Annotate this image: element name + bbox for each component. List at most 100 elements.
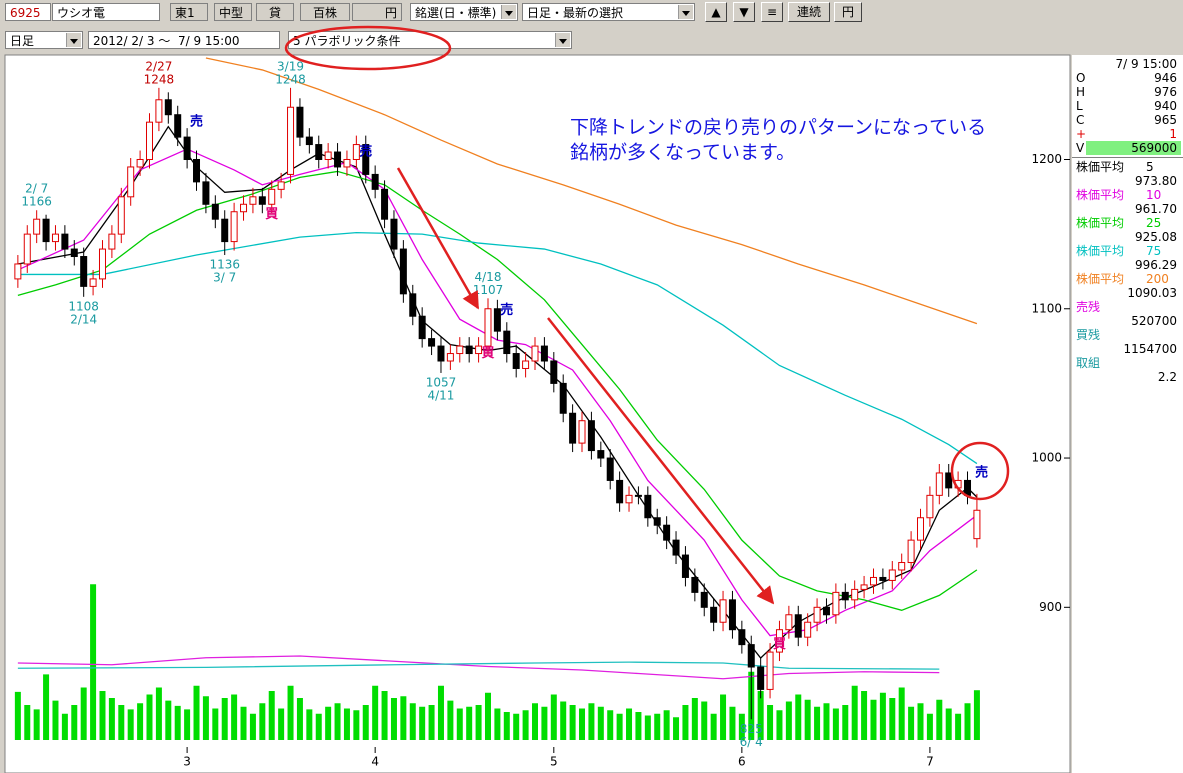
volume-bar [738, 713, 745, 740]
volume-highlight [1086, 141, 1181, 155]
info-panel: 7/ 9 15:00 O 946 H 976 L 940 C 965 +1 V 569000 株価平均 5… [1072, 55, 1183, 773]
signal-label: 売 [359, 144, 372, 160]
screen: 銘選(日・標準) [415, 6, 497, 20]
volume-bar [626, 708, 633, 740]
volume-bar [372, 685, 379, 740]
candle-body [446, 353, 454, 362]
margin-label: 買残 [1076, 328, 1101, 342]
candle-body [484, 308, 492, 347]
code-field[interactable]: 6925 [5, 3, 51, 21]
volume-bar [635, 712, 642, 740]
candle-body [907, 539, 915, 564]
volume-bar [108, 698, 115, 740]
candle-body [813, 606, 821, 623]
candle-body [352, 144, 360, 160]
volume-bar [428, 705, 435, 740]
candle-body [315, 144, 323, 160]
extreme-value: 1057 [426, 375, 457, 389]
y-tick-label: 1000 [1031, 451, 1062, 465]
legend-name: 株価平均 [1076, 244, 1125, 258]
extreme-date: 6/ 4 [740, 735, 763, 749]
candle-body [202, 181, 210, 205]
selection-select[interactable]: 日足・最新の選択 [522, 3, 695, 21]
extreme-date: 3/ 7 [213, 271, 236, 285]
margin-value: 2.2 [1157, 370, 1177, 384]
volume-bar [964, 703, 971, 740]
unit: 百株 [300, 3, 350, 21]
period: 日足 [10, 34, 35, 48]
volume-bar [343, 708, 350, 740]
candle-body [898, 562, 906, 571]
legend-period: 5 [1146, 160, 1154, 174]
period-select[interactable]: 日足 [5, 31, 83, 49]
candle-body [362, 144, 370, 175]
candle-body [89, 278, 97, 287]
candle-body [616, 479, 624, 504]
name-field[interactable]: ウシオ電 [52, 3, 160, 21]
volume-bar [898, 687, 905, 740]
quote-label: V [1076, 141, 1085, 155]
candle-body [211, 203, 219, 220]
volume-bar [155, 687, 162, 740]
candle-body [625, 494, 633, 504]
volume-bar [137, 703, 144, 740]
volume-bar [475, 705, 482, 740]
size: 中型 [214, 3, 252, 21]
extreme-date: 3/19 [277, 59, 304, 73]
candle-body [249, 196, 257, 205]
signal-label: 売 [190, 114, 203, 130]
candle-body [287, 106, 295, 175]
volume-bar [231, 694, 238, 740]
candle-body [305, 136, 313, 146]
menu-button[interactable]: ≡ [761, 2, 783, 22]
margin-value: 1154700 [1123, 342, 1177, 356]
candle-body [51, 233, 59, 243]
volume-bar [644, 715, 651, 740]
margin: 貸 [256, 3, 294, 21]
down-button[interactable]: ▼ [733, 2, 755, 22]
volume-bar [14, 691, 21, 740]
signal-label: 売 [500, 302, 513, 318]
legend-value: 961.70 [1135, 202, 1177, 216]
candle-body [550, 360, 558, 384]
up-button[interactable]: ▲ [705, 2, 727, 22]
volume-bar [315, 713, 322, 740]
continuous-button[interactable]: 連続 [788, 2, 830, 22]
moving-average-line [17, 148, 978, 637]
volume-bar [390, 698, 397, 740]
volume-bar [240, 706, 247, 740]
volume-bar [212, 708, 219, 740]
extreme-value: 1166 [21, 195, 52, 209]
currency: 円 [352, 3, 402, 21]
legend-value: 925.08 [1135, 230, 1177, 244]
candle-body [945, 472, 953, 489]
candle-body [804, 621, 812, 638]
volume-bar [785, 701, 792, 740]
volume-bar [146, 694, 153, 740]
screen-select[interactable]: 銘選(日・標準) [410, 3, 518, 21]
extreme-date: 2/ 7 [25, 182, 48, 196]
yen-button[interactable]: 円 [834, 2, 862, 22]
volume-bar [682, 705, 689, 740]
volume-bar [776, 710, 783, 740]
volume-bar [522, 710, 529, 740]
candle-body [964, 479, 972, 496]
signal-label: 売 [975, 464, 988, 480]
condition-select[interactable]: 5 パラボリック条件 [288, 31, 572, 49]
volume-bar [532, 703, 538, 740]
x-tick-label: 5 [550, 755, 558, 769]
legend-period: 25 [1146, 216, 1162, 230]
volume-bar [541, 706, 548, 740]
quote-label: + [1076, 127, 1087, 141]
candle-body [145, 121, 153, 160]
volume-bar [33, 709, 40, 740]
candle-body [540, 345, 548, 362]
volume-bar [99, 691, 106, 740]
candle-body [155, 99, 163, 123]
volume-bar [889, 698, 896, 740]
candle-body [587, 420, 595, 452]
legend-name: 株価平均 [1076, 160, 1125, 174]
candle-body [785, 614, 793, 631]
volume-bar [757, 691, 764, 740]
